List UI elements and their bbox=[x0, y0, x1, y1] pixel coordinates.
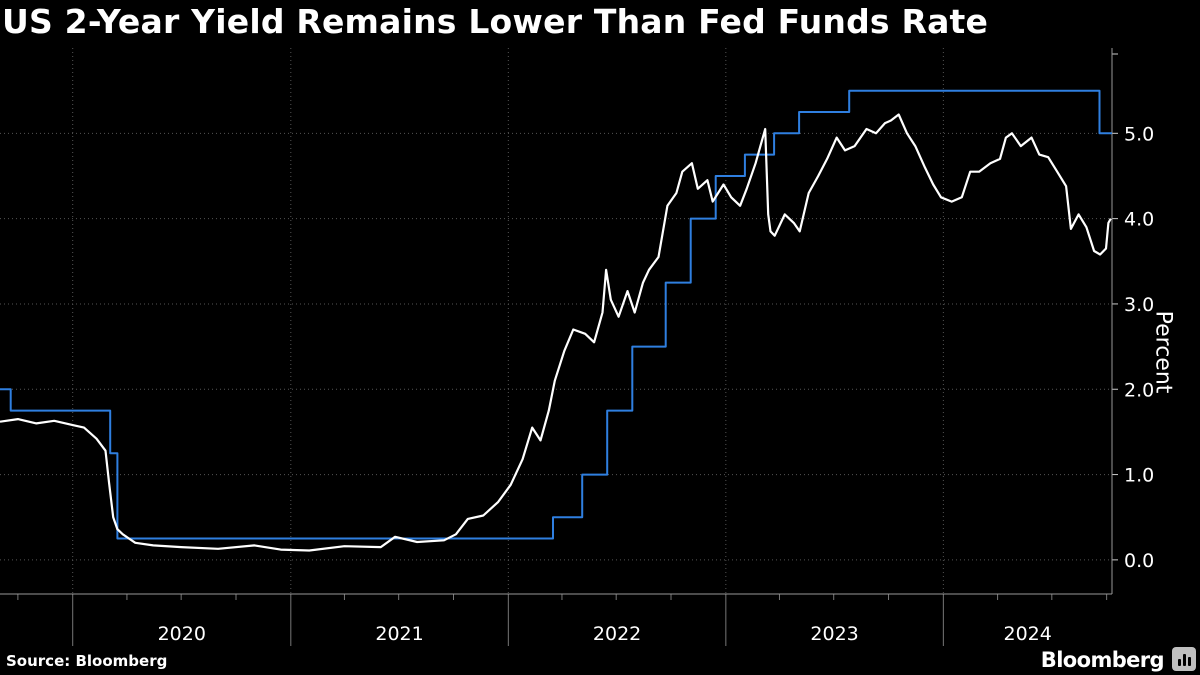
series-group bbox=[0, 89, 1112, 552]
x-tick-label: 2021 bbox=[375, 623, 423, 645]
y-axis-label: Percent bbox=[1150, 310, 1176, 394]
y-tick-label: 1.0 bbox=[1124, 465, 1154, 487]
bloomberg-chart-icon bbox=[1172, 647, 1196, 671]
x-tick-label: 2023 bbox=[810, 623, 858, 645]
x-tick-label: 2020 bbox=[158, 623, 206, 645]
y-tick-label: 5.0 bbox=[1124, 123, 1154, 145]
chart-title: US 2-Year Yield Remains Lower Than Fed F… bbox=[2, 2, 989, 41]
series-line-fed-funds bbox=[0, 89, 1112, 540]
y-tick-label: 0.0 bbox=[1124, 550, 1154, 572]
source-note: Source: Bloomberg bbox=[6, 652, 168, 670]
grid-lines bbox=[0, 48, 1112, 594]
x-tick-label: 2022 bbox=[593, 623, 641, 645]
axes bbox=[0, 48, 1118, 646]
y-tick-label: 2.0 bbox=[1124, 379, 1154, 401]
y-tick-label: 3.0 bbox=[1124, 294, 1154, 316]
x-tick-label: 2024 bbox=[1003, 623, 1051, 645]
y-tick-label: 4.0 bbox=[1124, 209, 1154, 231]
bloomberg-logo-text: Bloomberg bbox=[1040, 648, 1165, 672]
tick-labels: 0.0 1.0 2.0 3.0 4.0 5.0 2020 2021 2022 2023 2024 bbox=[158, 123, 1155, 645]
series-line-2y-yield bbox=[0, 113, 1112, 552]
